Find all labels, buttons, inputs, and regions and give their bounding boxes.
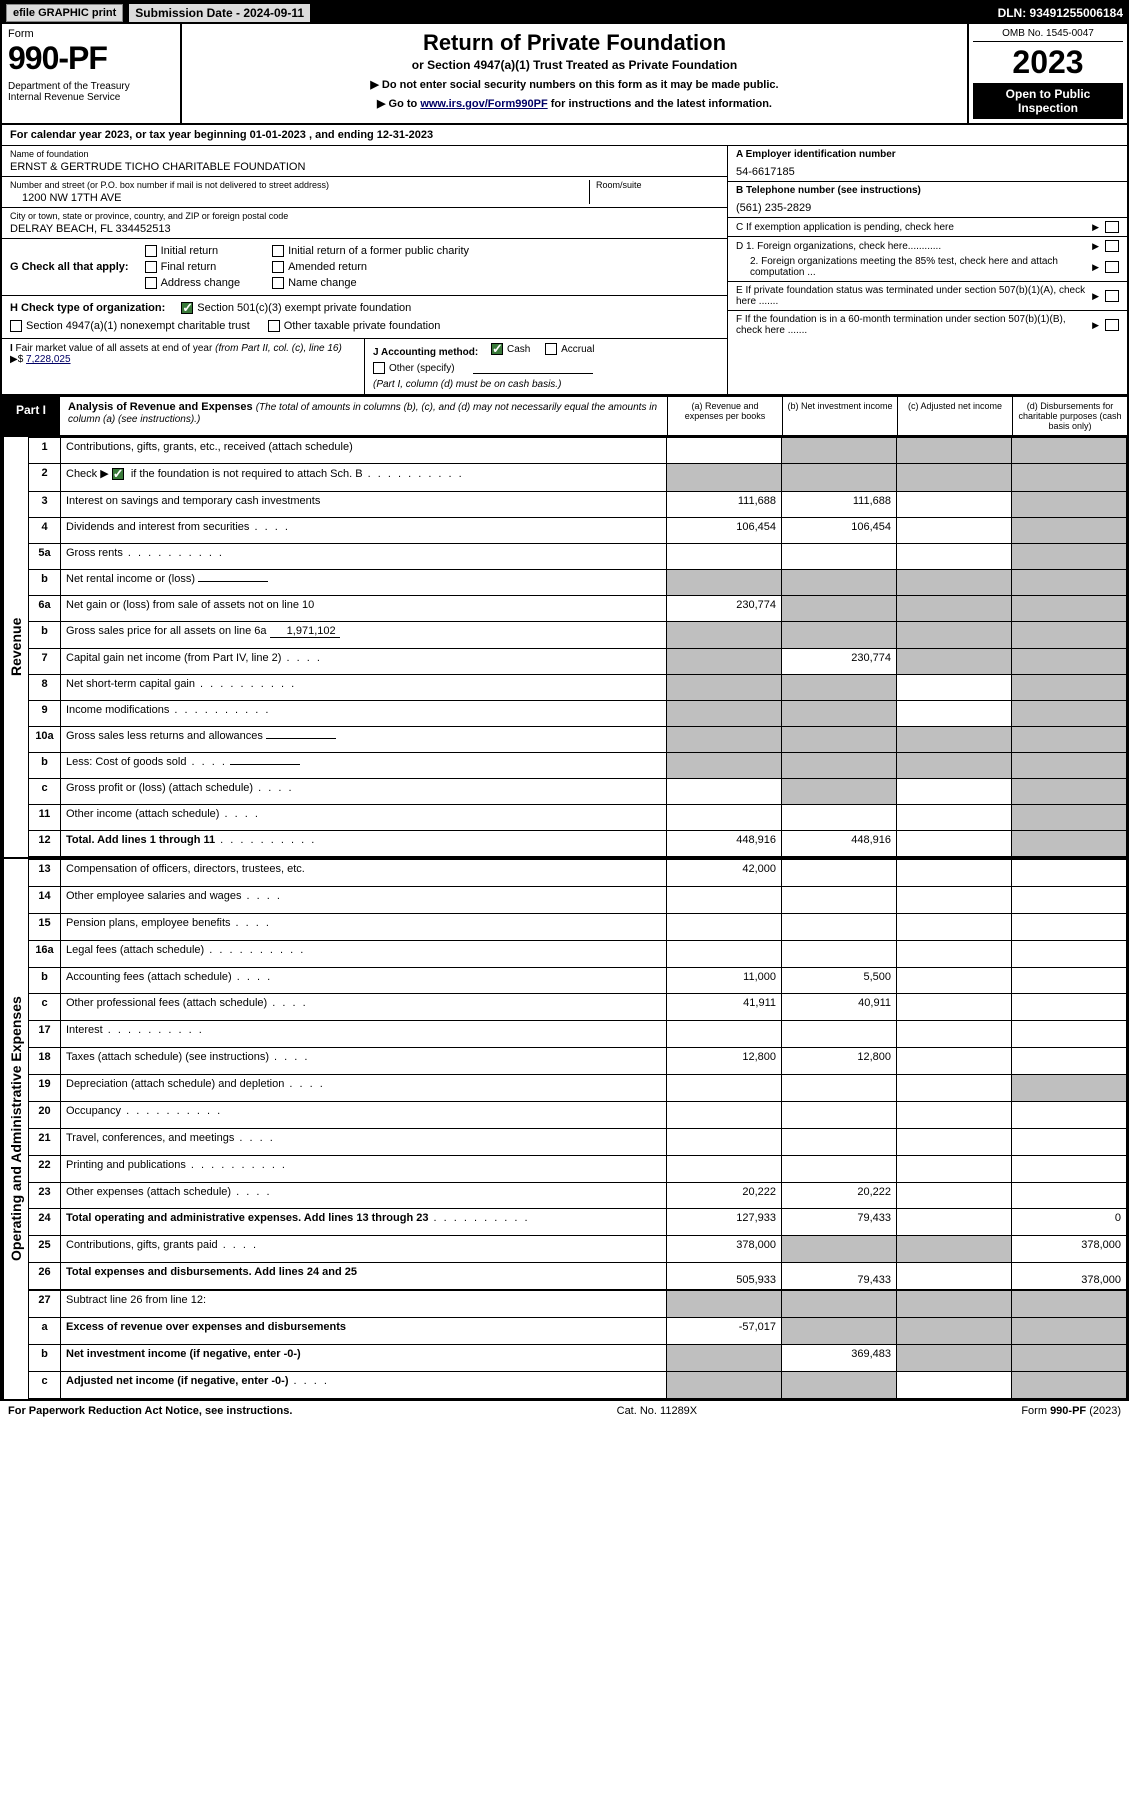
addr-label: Number and street (or P.O. box number if… (10, 180, 589, 190)
arrow-icon (1092, 291, 1101, 302)
top-bar: efile GRAPHIC print Submission Date - 20… (2, 2, 1127, 24)
street-address: 1200 NW 17TH AVE (10, 192, 589, 204)
chk-c[interactable] (1105, 221, 1119, 233)
name-label: Name of foundation (10, 149, 719, 159)
chk-501c3[interactable] (181, 302, 193, 314)
arrow-icon (1092, 222, 1101, 233)
chk-4947a1[interactable] (10, 320, 22, 332)
chk-f[interactable] (1105, 319, 1119, 331)
part1-tab: Part I (2, 397, 60, 435)
c-label: C If exemption application is pending, c… (736, 222, 1092, 233)
chk-initial-former[interactable] (272, 245, 284, 257)
phone-value: (561) 235-2829 (736, 202, 1119, 214)
chk-d2[interactable] (1105, 261, 1119, 273)
tax-year-row: For calendar year 2023, or tax year begi… (2, 125, 1127, 146)
arrow-icon (1092, 262, 1101, 273)
chk-accrual[interactable] (545, 343, 557, 355)
foundation-name: ERNST & GERTRUDE TICHO CHARITABLE FOUNDA… (10, 161, 719, 173)
f-label: F If the foundation is in a 60-month ter… (736, 314, 1092, 336)
footer-right: Form 990-PF (2023) (1021, 1405, 1121, 1417)
col-c-header: (c) Adjusted net income (897, 397, 1012, 435)
instr-link: ▶ Go to www.irs.gov/Form990PF for instru… (192, 97, 957, 110)
ein-label: A Employer identification number (736, 149, 1119, 160)
e-label: E If private foundation status was termi… (736, 285, 1092, 307)
tax-year: 2023 (973, 44, 1123, 81)
expenses-side-label: Operating and Administrative Expenses (2, 859, 28, 1399)
instr-ssn: ▶ Do not enter social security numbers o… (192, 78, 957, 91)
j-note: (Part I, column (d) must be on cash basi… (373, 379, 719, 390)
dln: DLN: 93491255006184 (998, 6, 1123, 20)
col-d-header: (d) Disbursements for charitable purpose… (1012, 397, 1127, 435)
chk-cash[interactable] (491, 343, 503, 355)
j-label: J Accounting method: (373, 347, 478, 358)
expenses-table: 13Compensation of officers, directors, t… (28, 859, 1127, 1399)
g-label: G Check all that apply: (10, 261, 129, 273)
d2-label: 2. Foreign organizations meeting the 85%… (736, 256, 1092, 278)
footer-center: Cat. No. 11289X (617, 1405, 698, 1417)
irs-link[interactable]: www.irs.gov/Form990PF (420, 98, 547, 110)
form-subtitle: or Section 4947(a)(1) Trust Treated as P… (192, 58, 957, 72)
col-b-header: (b) Net investment income (782, 397, 897, 435)
submission-date: Submission Date - 2024-09-11 (129, 4, 310, 22)
form-header: Form 990-PF Department of the Treasury I… (2, 24, 1127, 125)
chk-d1[interactable] (1105, 240, 1119, 252)
col-a-header: (a) Revenue and expenses per books (667, 397, 782, 435)
d1-label: D 1. Foreign organizations, check here..… (736, 241, 1092, 252)
chk-other-method[interactable] (373, 362, 385, 374)
chk-sch-b[interactable] (112, 468, 124, 480)
city-state-zip: DELRAY BEACH, FL 334452513 (10, 223, 719, 235)
chk-e[interactable] (1105, 290, 1119, 302)
form-number: 990-PF (8, 40, 174, 77)
chk-amended-return[interactable] (272, 261, 284, 273)
gross-sales-6a: 1,971,102 (270, 625, 340, 638)
chk-initial-return[interactable] (145, 245, 157, 257)
arrow-icon (1092, 241, 1101, 252)
city-label: City or town, state or province, country… (10, 211, 719, 221)
phone-label: B Telephone number (see instructions) (736, 185, 1119, 196)
chk-address-change[interactable] (145, 277, 157, 289)
chk-other-taxable[interactable] (268, 320, 280, 332)
footer: For Paperwork Reduction Act Notice, see … (0, 1401, 1129, 1421)
form-label: Form (8, 28, 174, 40)
omb-number: OMB No. 1545-0047 (973, 28, 1123, 42)
fmv-value[interactable]: 7,228,025 (26, 354, 71, 365)
part1-title: Analysis of Revenue and Expenses (68, 401, 253, 413)
arrow-icon (1092, 320, 1101, 331)
efile-print-button[interactable]: efile GRAPHIC print (6, 4, 123, 22)
chk-name-change[interactable] (272, 277, 284, 289)
form-title: Return of Private Foundation (192, 30, 957, 56)
ein-value: 54-6617185 (736, 166, 1119, 178)
revenue-table: 1Contributions, gifts, grants, etc., rec… (28, 437, 1127, 857)
footer-left: For Paperwork Reduction Act Notice, see … (8, 1405, 292, 1417)
revenue-side-label: Revenue (2, 437, 28, 857)
chk-final-return[interactable] (145, 261, 157, 273)
room-label: Room/suite (596, 180, 719, 190)
dept-treasury: Department of the Treasury Internal Reve… (8, 81, 174, 103)
h-label: H Check type of organization: (10, 302, 165, 314)
open-public: Open to Public Inspection (973, 83, 1123, 119)
